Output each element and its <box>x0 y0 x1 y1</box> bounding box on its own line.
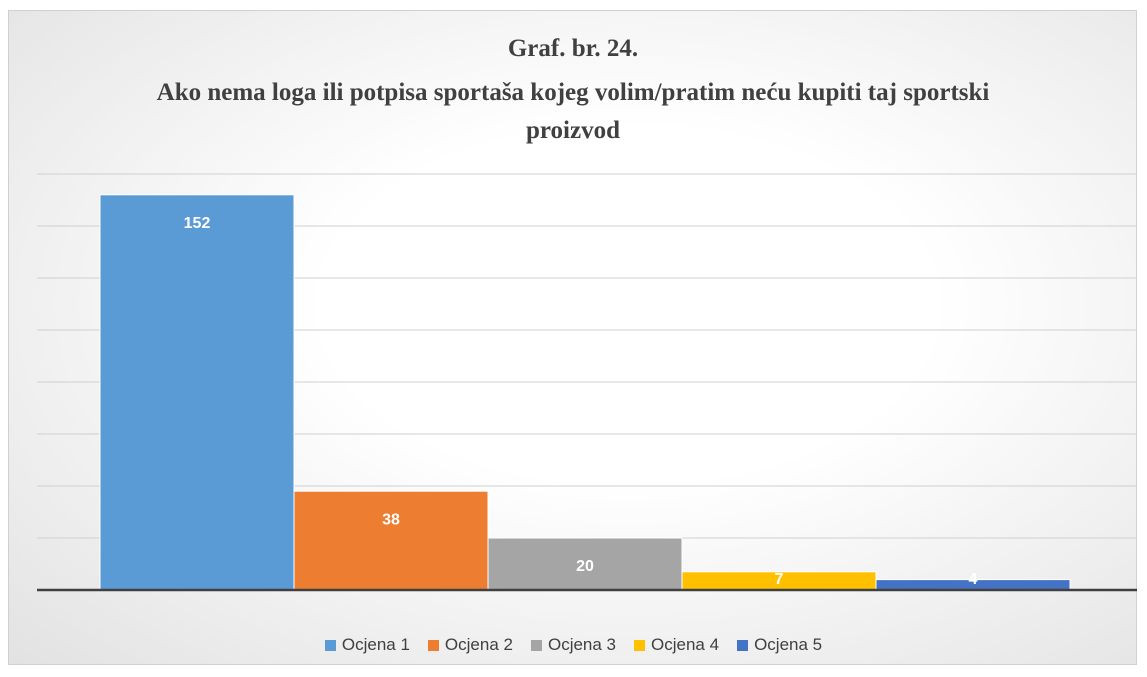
legend-label: Ocjena 5 <box>754 635 823 654</box>
legend-swatch <box>530 639 542 651</box>
data-label: 38 <box>382 511 400 528</box>
bar <box>487 537 683 591</box>
bar <box>99 194 295 591</box>
legend-item: Ocjena 3 <box>530 635 617 655</box>
data-label: 7 <box>775 571 784 588</box>
legend-swatch <box>324 639 336 651</box>
legend-label: Ocjena 3 <box>547 635 617 654</box>
legend-item: Ocjena 5 <box>737 635 822 655</box>
legend-item: Ocjena 1 <box>324 635 410 655</box>
data-label: 152 <box>184 215 211 232</box>
legend: Ocjena 1 Ocjena 2 Ocjena 3 Ocjena 4 Ocjena 5 <box>0 635 1147 655</box>
bar <box>293 490 489 591</box>
chart-subtitle: Ako nema loga ili potpisa sportaša kojeg… <box>156 79 990 144</box>
legend-item: Ocjena 2 <box>427 635 513 655</box>
legend-swatch <box>737 639 749 651</box>
data-label: 4 <box>969 571 978 588</box>
legend-item: Ocjena 4 <box>634 635 719 655</box>
data-label: 20 <box>576 558 594 575</box>
legend-label: Ocjena 2 <box>444 635 513 654</box>
legend-label: Ocjena 1 <box>341 635 410 654</box>
legend-label: Ocjena 4 <box>651 635 720 654</box>
legend-swatch <box>634 639 646 651</box>
legend-swatch <box>427 639 439 651</box>
chart-title: Graf. br. 24. <box>507 35 639 62</box>
